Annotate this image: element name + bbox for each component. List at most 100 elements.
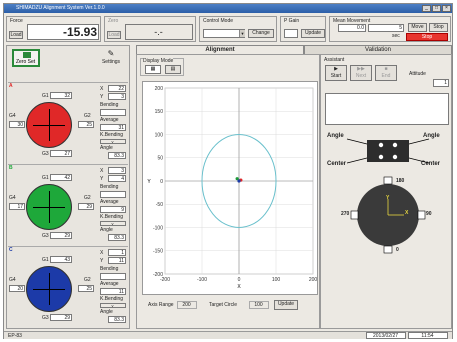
control-mode-panel: Control Mode ▼ Change (199, 16, 277, 42)
x-tick-label: -200 (160, 277, 170, 283)
sensor-circle (26, 266, 72, 312)
crosshair-h (33, 289, 65, 290)
sensor-average-value: 9 (100, 206, 126, 213)
start-button[interactable]: ▶ Start (325, 65, 347, 81)
end-button[interactable]: ■ End (375, 65, 397, 81)
sensor-bottom-label: G3 (42, 315, 49, 321)
zero-set-button[interactable]: Zero Set (12, 49, 40, 67)
display-mode-list-button[interactable]: ▤ (165, 65, 181, 74)
sensor-bending-value (100, 109, 126, 116)
chevron-down-icon[interactable]: ▼ (239, 30, 245, 37)
sensor-x-label: X (100, 86, 104, 92)
plot-area: -200 -100 0 100 200 200 150 100 50 0 -50 -100 -150 -2… (142, 81, 318, 295)
dial-0-label: 0 (396, 247, 399, 253)
settings-button[interactable]: ✎ Settings (95, 49, 127, 67)
force-load-button[interactable]: Load (9, 31, 23, 39)
target-circle-input[interactable]: 100 (249, 301, 269, 309)
chevron-down-icon[interactable]: v (100, 303, 126, 308)
window-title: SHIMADZU Alignment System Ver.1.0.0 (16, 5, 105, 11)
mean-movement-value2[interactable]: 5 (368, 24, 404, 32)
sensor-x-value: 3 (108, 167, 126, 174)
angle-right-label: Angle (423, 133, 440, 139)
tab-alignment[interactable]: Alignment (136, 45, 304, 54)
sensor-right-label: G2 (84, 113, 91, 119)
axis-range-input[interactable]: 200 (177, 301, 197, 309)
wrench-icon: ✎ (107, 49, 115, 58)
mean-movement-label: Mean Movement (333, 18, 371, 24)
sensor-y-value: 3 (108, 93, 126, 100)
next-button[interactable]: ▶▶ Next (350, 65, 372, 81)
zero-panel: Zero Load -.- (104, 16, 196, 42)
sensor-bending-label: Bending (100, 266, 119, 272)
sensor-bottom-value: 27 (50, 150, 72, 157)
sensor-kbending-label: K.Bending (100, 132, 124, 138)
sensor-right-label: G2 (84, 195, 91, 201)
sensor-y-value: 4 (108, 175, 126, 182)
minimize-button[interactable]: _ (422, 5, 431, 12)
y-tick-label: -200 (153, 272, 163, 278)
pgain-update-button[interactable]: Update (301, 29, 325, 38)
sensor-block: B G1 42 G4 17 G2 29 G3 29 X 3 Y 4 Bending Average 9 K.Be… (8, 164, 128, 244)
axis-range-label: Axis Range (148, 302, 174, 308)
dial-y-label: Y (386, 195, 390, 201)
pgain-label: P Gain (284, 18, 300, 24)
maximize-button[interactable]: □ (432, 5, 441, 12)
display-mode-grid-button[interactable]: ▦ (145, 65, 161, 74)
sensor-average-value: 31 (100, 124, 126, 131)
data-point (235, 177, 239, 181)
sensor-right-value: 25 (78, 121, 94, 128)
sensor-top-value: 32 (50, 92, 72, 99)
crosshair-h (33, 125, 65, 126)
sensor-x-label: X (100, 168, 104, 174)
sensor-kbending-label: K.Bending (100, 296, 124, 302)
mean-movement-value1[interactable]: 0.0 (338, 24, 366, 32)
emergency-stop-button[interactable]: Stop (406, 33, 448, 41)
plot-update-button[interactable]: Update (274, 300, 298, 310)
chevron-down-icon[interactable]: v (100, 221, 126, 226)
assistant-label: Assistant (324, 57, 345, 63)
sensor-average-label: Average (100, 117, 119, 123)
zero-set-label: Zero Set (16, 59, 36, 65)
sensor-average-value: 11 (100, 288, 126, 295)
y-tick-label: 200 (155, 86, 164, 92)
y-tick-label: -150 (153, 249, 163, 255)
move-button[interactable]: Move (408, 23, 427, 32)
pgain-input[interactable] (284, 29, 298, 38)
sensor-average-label: Average (100, 281, 119, 287)
sensor-left-value: 17 (9, 203, 25, 210)
sensor-left-label: G4 (9, 195, 16, 201)
zero-value: -.- (125, 24, 193, 40)
sensor-x-value: 22 (108, 85, 126, 92)
sensor-bending-value (100, 191, 126, 198)
status-time: 11:54 (408, 332, 448, 339)
y-tick-label: 150 (155, 109, 164, 115)
sensor-top-value: 43 (50, 256, 72, 263)
angle-left-label: Angle (327, 133, 344, 139)
y-tick-label: -100 (153, 225, 163, 231)
chevron-down-icon[interactable]: v (100, 139, 126, 144)
sensor-angle-value: 83.3 (108, 234, 126, 241)
dial-x-label: X (405, 210, 409, 216)
attitude-input[interactable]: 1 (433, 79, 449, 87)
data-point (237, 179, 241, 183)
sensor-angle-label: Angle (100, 145, 113, 151)
x-tick-label: 0 (238, 277, 241, 283)
zero-load-button[interactable]: Load (107, 31, 121, 39)
close-button[interactable]: × (442, 5, 451, 12)
sensor-y-value: 11 (108, 257, 126, 264)
sensor-x-label: X (100, 250, 104, 256)
center-left-label: Center (327, 161, 347, 167)
stop-button[interactable]: Stop (429, 23, 448, 32)
sensor-block: C G1 43 G4 20 G2 25 G3 29 X 1 Y 11 Bending Average 11 K.… (8, 246, 128, 326)
pgain-panel: P Gain Update (280, 16, 326, 42)
tab-validation[interactable]: Validation (304, 45, 452, 54)
sensor-x-value: 1 (108, 249, 126, 256)
sensor-angle-value: 83.3 (108, 316, 126, 323)
dial-180-label: 180 (396, 178, 405, 184)
change-button[interactable]: Change (248, 29, 274, 38)
sensor-bottom-value: 29 (50, 314, 72, 321)
sensor-bending-value (100, 273, 126, 280)
x-tick-label: 100 (272, 277, 281, 283)
y-axis-label: Y (147, 179, 151, 185)
sensor-letter: B (9, 165, 13, 171)
